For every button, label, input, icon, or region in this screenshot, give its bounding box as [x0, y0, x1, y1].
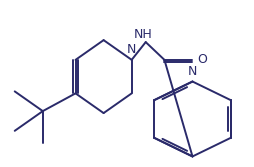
Text: NH: NH: [134, 28, 153, 41]
Text: N: N: [188, 65, 197, 78]
Text: O: O: [197, 53, 207, 66]
Text: N: N: [127, 43, 136, 56]
